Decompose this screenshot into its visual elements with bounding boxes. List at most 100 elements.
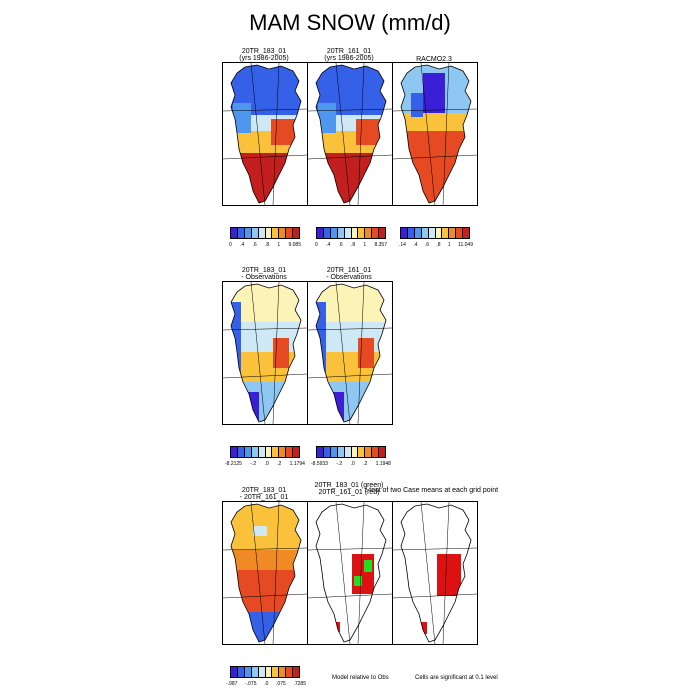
colorbar-tick-label: .8: [264, 242, 270, 248]
colorbar-swatch: [237, 228, 245, 238]
colorbar-swatch: [337, 447, 345, 457]
graticule-line: [357, 282, 365, 424]
panel-6-title-line1: 20TR_183_01: [241, 487, 287, 494]
graticule-line: [250, 63, 266, 205]
coastline: [230, 64, 302, 204]
graticule-line: [420, 63, 436, 205]
graticule-line: [223, 154, 307, 160]
colorbar-6: [230, 666, 300, 678]
map-panel-161-minus-obs: [307, 281, 393, 425]
graticule-line: [308, 327, 392, 331]
coastline: [400, 503, 472, 643]
colorbar-tick-label: .8: [436, 242, 441, 248]
colorbar-swatch: [244, 447, 252, 457]
panel-5-title-line2: - Observations: [326, 274, 372, 281]
colorbar-swatch: [251, 667, 259, 677]
map-panel-161-abs: [307, 62, 393, 206]
colorbar-tick-label: .6: [252, 242, 257, 248]
coastline: [315, 503, 387, 643]
graticule-line: [420, 502, 436, 644]
panel-4-title-line2: - Observations: [241, 274, 287, 281]
graticule-line: [308, 593, 392, 599]
graticule-line: [223, 547, 307, 551]
note-model-relative: Model relative to Obs: [332, 675, 389, 681]
colorbar-swatch: [463, 228, 470, 238]
panel-2-title-line2: (yrs 1986-2005): [324, 55, 374, 62]
colorbar-swatch: [323, 228, 331, 238]
colorbar-swatch: [244, 228, 252, 238]
map-panel-183-minus-obs: [222, 281, 308, 425]
graticule-line: [393, 593, 477, 599]
colorbar-swatch: [279, 447, 287, 457]
colorbar-tick-label: 8.357: [374, 242, 387, 248]
colorbar-3: [400, 227, 470, 239]
colorbar-tick-label: .6: [424, 242, 430, 248]
colorbar-tick-label: .4: [413, 242, 418, 248]
colorbar-swatch: [358, 228, 366, 238]
colorbar-swatch: [293, 667, 300, 677]
colorbar-tick-label: .8: [350, 242, 356, 248]
colorbar-tick-label: .0: [264, 681, 269, 687]
colorbar-tick-label: -8.2125: [225, 461, 242, 467]
panel-3-title-line1: RACMO2.3: [416, 56, 452, 63]
coastline: [230, 503, 302, 643]
panel-1-title-line1: 20TR_183_01: [241, 48, 287, 55]
note-significance: Cells are significant at 0.1 level: [415, 675, 498, 681]
colorbar-swatch: [407, 228, 415, 238]
panel-5-title-line1: 20TR_161_01: [326, 267, 372, 274]
coastline: [400, 64, 472, 204]
colorbar-tick-label: 0: [229, 242, 232, 248]
panel-2-title: 20TR_161_01 (yrs 1986-2005): [307, 48, 391, 62]
graticule-line: [393, 154, 477, 160]
graticule-line: [335, 282, 351, 424]
colorbar-swatch: [344, 447, 352, 457]
colorbar-swatch: [456, 228, 464, 238]
colorbar-swatch: [372, 447, 380, 457]
map-panel-racmo: [392, 62, 478, 206]
colorbar-swatch: [449, 228, 457, 238]
graticule-line: [223, 108, 307, 112]
graticule-line: [357, 63, 365, 205]
colorbar-tick-label: 1.1794: [289, 461, 305, 467]
graticule-line: [272, 502, 280, 644]
colorbar-swatch: [251, 228, 259, 238]
colorbar-tick-label: .14: [399, 242, 406, 248]
colorbar-swatch: [442, 228, 450, 238]
panel-3-title: RACMO2.3: [392, 56, 476, 63]
colorbar-tick-label: .2: [363, 461, 368, 467]
graticule-line: [272, 63, 280, 205]
colorbar-swatch: [344, 228, 352, 238]
graticule-line: [442, 63, 450, 205]
graticule-line: [335, 63, 351, 205]
colorbar-tick-label: .075: [276, 681, 286, 687]
colorbar-5: [316, 446, 386, 458]
colorbar-swatch: [428, 228, 436, 238]
colorbar-3-labels: .14 .4 .6 .8 1 11.049: [399, 242, 473, 248]
colorbar-swatch: [293, 228, 300, 238]
colorbar-swatch: [265, 447, 273, 457]
colorbar-tick-label: -.075: [245, 681, 257, 687]
colorbar-swatch: [231, 667, 238, 677]
colorbar-tick-label: -.987: [226, 681, 238, 687]
colorbar-swatch: [286, 667, 294, 677]
panel-4-title-line1: 20TR_183_01: [241, 267, 287, 274]
colorbar-tick-label: .0: [264, 461, 269, 467]
colorbar-swatch: [279, 667, 287, 677]
colorbar-tick-label: .7285: [293, 681, 306, 687]
colorbar-4: [230, 446, 300, 458]
colorbar-swatch: [317, 447, 324, 457]
colorbar-tick-label: 1: [447, 242, 451, 248]
colorbar-swatch: [379, 228, 386, 238]
colorbar-tick-label: 11.049: [458, 242, 473, 248]
colorbar-tick-label: .4: [240, 242, 245, 248]
figure-title: MAM SNOW (mm/d): [249, 10, 451, 35]
panel-7-title-line2: 20TR_161_01 (red): [318, 489, 380, 496]
colorbar-swatch: [365, 447, 373, 457]
panel-6-title: 20TR_183_01 - 20TR_161_01: [222, 487, 306, 501]
panel-6-title-line2: - 20TR_161_01: [239, 494, 289, 501]
colorbar-swatch: [237, 447, 245, 457]
colorbar-4-labels: -8.2125 -.2 .0 .2 1.1794: [225, 461, 305, 467]
graticule-line: [223, 327, 307, 331]
colorbar-swatch: [317, 228, 324, 238]
panel-1-title: 20TR_183_01 (yrs 1986-2005): [222, 48, 306, 62]
